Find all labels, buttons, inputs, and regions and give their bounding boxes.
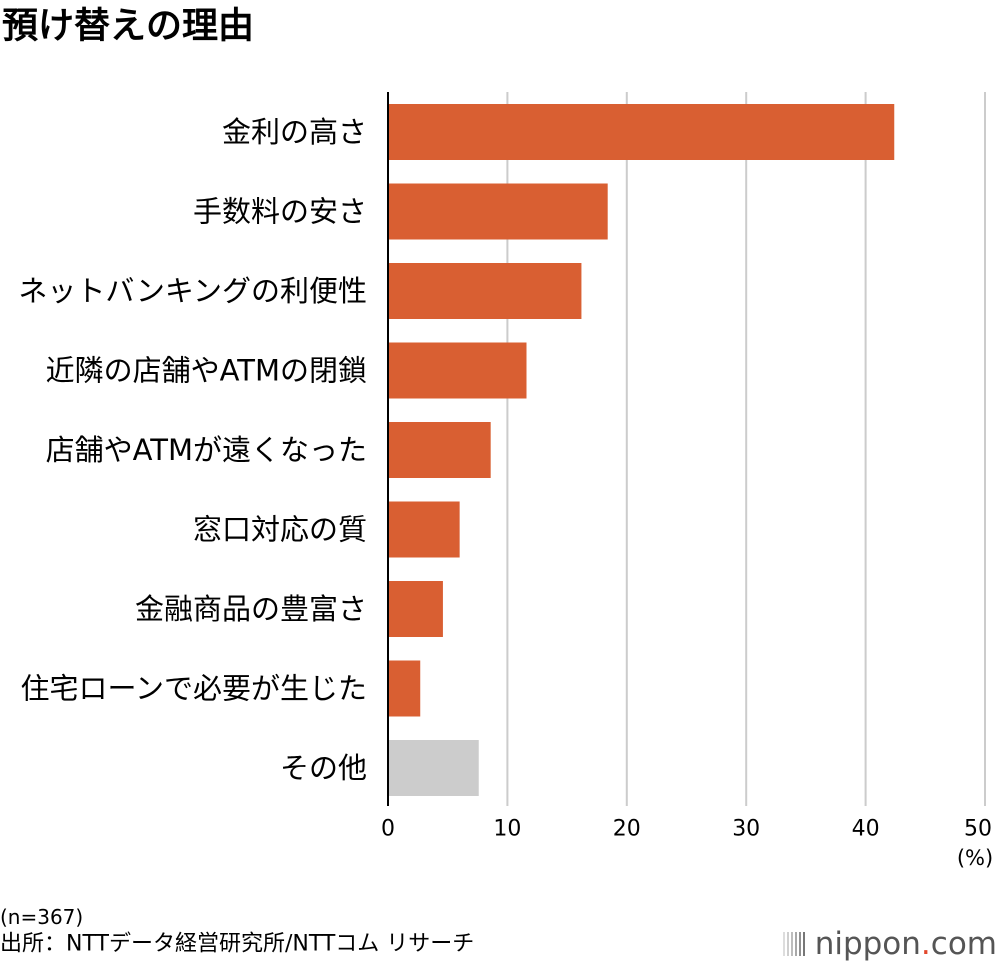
category-label: 住宅ローンで必要が生じた: [20, 672, 367, 706]
category-label: 店舗やATMが遠くなった: [46, 433, 367, 467]
logo-tld: com: [931, 926, 997, 962]
category-label: その他: [280, 751, 367, 785]
x-tick-label: 50: [964, 817, 992, 842]
nippon-logo: nippon.com: [783, 926, 997, 962]
category-label: 金利の高さ: [222, 115, 367, 149]
category-labels: 金利の高さ手数料の安さネットバンキングの利便性近隣の店舗やATMの閉鎖店舗やAT…: [18, 115, 367, 785]
logo-wordmark: nippon.com: [815, 926, 997, 962]
category-label: 近隣の店舗やATMの閉鎖: [46, 354, 367, 388]
x-tick-label: 40: [852, 817, 880, 842]
logo-name: nippon: [815, 926, 921, 962]
bar-6: [388, 501, 460, 558]
category-label: 手数料の安さ: [193, 195, 367, 229]
bar-3: [388, 263, 582, 319]
sample-size-note: (n=367): [0, 905, 83, 929]
logo-stripes-icon: [783, 932, 805, 956]
category-label: 金融商品の豊富さ: [135, 592, 367, 626]
x-tick-label: 10: [493, 817, 521, 842]
category-label: 窓口対応の質: [193, 513, 367, 547]
category-label: ネットバンキングの利便性: [18, 274, 367, 308]
x-tick-labels: 0 10 20 30 40 50: [381, 817, 992, 842]
bars: [388, 104, 895, 796]
bar-7: [388, 581, 443, 637]
bar-5: [388, 422, 491, 478]
bar-1: [388, 104, 895, 160]
x-tick-label: 0: [381, 817, 395, 842]
chart-title: 預け替えの理由: [2, 6, 254, 47]
bar-8: [388, 660, 421, 717]
bar-4: [388, 342, 527, 399]
bar-9: [388, 740, 479, 796]
bar-2: [388, 183, 608, 240]
gridlines: [506, 92, 986, 806]
x-tick-label: 20: [613, 817, 641, 842]
x-axis-unit-label: (%): [957, 846, 993, 870]
logo-dot: .: [921, 926, 931, 962]
x-tick-label: 30: [732, 817, 760, 842]
source-note: 出所：NTTデータ経営研究所/NTTコム リサーチ: [0, 932, 474, 957]
